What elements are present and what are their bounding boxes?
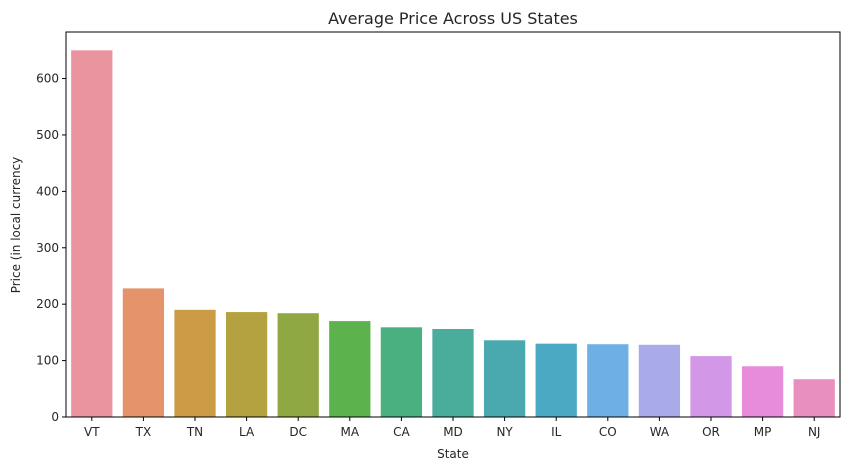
bars-layer xyxy=(71,50,835,417)
y-tick-label: 300 xyxy=(36,241,59,255)
bar-la xyxy=(225,312,268,417)
x-tick-label: MP xyxy=(754,425,772,439)
x-tick-label: NY xyxy=(496,425,513,439)
bar-or xyxy=(690,356,732,417)
chart-title: Average Price Across US States xyxy=(328,9,578,28)
bar-mp xyxy=(741,366,784,417)
bar-ny xyxy=(483,340,526,417)
y-tick-label: 400 xyxy=(36,184,59,198)
bar-tx xyxy=(122,288,165,417)
bar-ca xyxy=(380,327,423,417)
x-tick-label: MA xyxy=(341,425,360,439)
x-tick-label: VT xyxy=(84,425,100,439)
y-tick-label: 600 xyxy=(36,72,59,86)
bar-md xyxy=(432,329,474,417)
x-tick-label: MD xyxy=(443,425,463,439)
x-tick-label: NJ xyxy=(808,425,821,439)
x-tick-label: TN xyxy=(186,425,203,439)
y-tick-label: 500 xyxy=(36,128,59,142)
bar-dc xyxy=(277,313,319,417)
x-tick-label: WA xyxy=(650,425,670,439)
y-tick-label: 100 xyxy=(36,354,59,368)
bar-vt xyxy=(71,50,113,417)
bar-nj xyxy=(793,379,835,417)
x-tick-label: OR xyxy=(702,425,720,439)
bar-wa xyxy=(638,344,681,417)
x-tick-label: IL xyxy=(551,425,562,439)
y-axis-label: Price (in local currency xyxy=(9,157,23,294)
y-tick-label: 0 xyxy=(51,410,59,424)
x-tick-label: LA xyxy=(239,425,255,439)
x-tick-label: TX xyxy=(135,425,152,439)
x-axis-label: State xyxy=(437,447,469,461)
bar-tn xyxy=(174,309,216,417)
plot-frame xyxy=(65,31,841,418)
bar-ma xyxy=(329,321,371,417)
x-tick-label: CO xyxy=(599,425,617,439)
y-axis: 0 100 200 300 400 500 600 xyxy=(36,72,66,424)
bar-il xyxy=(535,343,577,417)
x-tick-label: DC xyxy=(289,425,307,439)
x-axis: VT TX TN LA DC MA CA MD NY IL CO WA OR MP NJ xyxy=(84,417,820,439)
x-tick-label: CA xyxy=(393,425,410,439)
y-tick-label: 200 xyxy=(36,297,59,311)
bar-co xyxy=(587,344,629,417)
